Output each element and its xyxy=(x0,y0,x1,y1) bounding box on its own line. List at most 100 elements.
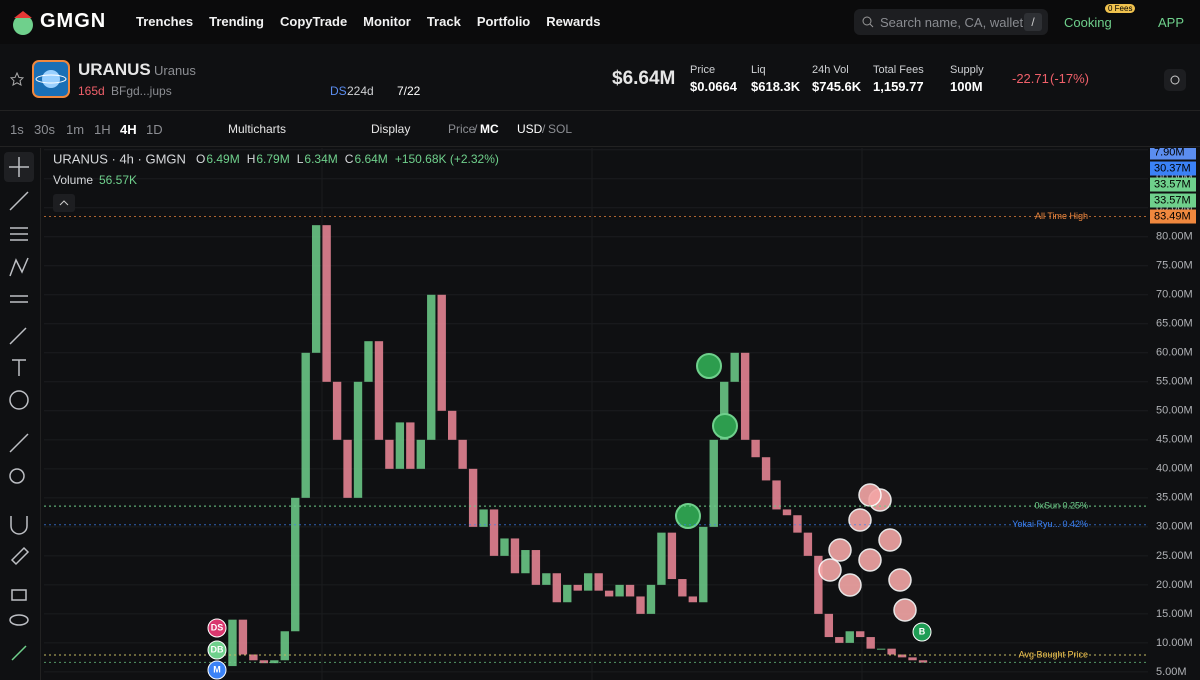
stat-label: Total Fees xyxy=(873,64,924,76)
candle xyxy=(667,532,677,580)
token-symbol: URANUS xyxy=(78,60,151,79)
ohlc-value: 6.64M xyxy=(354,152,387,166)
ohlc-value: 6.79M xyxy=(256,152,289,166)
candle xyxy=(803,532,813,556)
price-tag-label: 33.57M xyxy=(1154,178,1191,190)
candle xyxy=(782,509,792,516)
app-link[interactable]: APP xyxy=(1158,15,1185,30)
price-tag xyxy=(1150,177,1196,192)
collapse-icon xyxy=(59,200,69,206)
nav: Trenches Trending CopyTrade Monitor Track Por… xyxy=(136,14,600,29)
price-toggle[interactable]: Price xyxy=(448,122,476,136)
candle xyxy=(353,381,363,498)
candle xyxy=(594,573,603,591)
y-tick-label: 5.00M xyxy=(1156,666,1187,678)
nav-item[interactable]: Trenches xyxy=(136,14,194,29)
stat-value: 1,159.77 xyxy=(873,79,924,94)
candle xyxy=(468,468,478,527)
stat-label: Supply xyxy=(950,64,984,76)
candle xyxy=(249,654,258,661)
search[interactable]: Search name, CA, wallet / xyxy=(854,9,1048,35)
logo[interactable]: GMGN xyxy=(40,10,107,32)
interval[interactable]: 30s xyxy=(34,122,55,137)
candle xyxy=(751,439,760,458)
interval[interactable]: 1s xyxy=(10,122,24,137)
candle xyxy=(531,550,541,585)
interval[interactable]: 4H xyxy=(120,122,137,137)
nav-item[interactable]: Track xyxy=(426,14,461,29)
trade-bubble xyxy=(893,598,917,622)
sol-toggle[interactable]: SOL xyxy=(548,122,573,136)
search-key: / xyxy=(1024,13,1042,31)
display[interactable]: Display xyxy=(371,122,411,136)
trade-bubble xyxy=(848,508,872,532)
y-tick-label: 15.00M xyxy=(1156,608,1193,620)
token-address[interactable]: BFgd...jups xyxy=(111,84,172,98)
ohlc-key: O xyxy=(196,152,205,166)
candle xyxy=(542,573,551,585)
chart-bg xyxy=(41,148,1200,680)
candle xyxy=(364,341,373,382)
y-tick-label: 80.00M xyxy=(1156,231,1193,243)
stat: Supply 100M xyxy=(950,64,984,94)
nav-item[interactable]: CopyTrade xyxy=(279,14,348,29)
nav-item[interactable]: Trending xyxy=(209,14,264,29)
price-chart[interactable]: 5.00M 10.00M 15.00M 20.00M 25.00M 30.00M 35.00… xyxy=(41,148,1200,680)
stat: Price $0.0664 xyxy=(690,64,737,94)
candle xyxy=(699,526,708,603)
collapse-legend[interactable] xyxy=(53,194,75,212)
candle xyxy=(657,532,666,585)
usd-toggle[interactable]: USD xyxy=(517,122,543,136)
candle xyxy=(688,596,698,603)
trade-marker xyxy=(207,660,227,680)
candle xyxy=(259,660,269,664)
candle xyxy=(793,515,802,533)
candle xyxy=(427,294,436,440)
price-tag xyxy=(1150,148,1196,160)
multicharts[interactable]: Multicharts xyxy=(228,122,287,136)
mc-toggle[interactable]: MC xyxy=(480,122,499,136)
y-tick-label: 75.00M xyxy=(1156,260,1193,272)
candle xyxy=(510,538,520,574)
price-line-note: Avg Bought Price xyxy=(1019,649,1088,659)
candle xyxy=(856,631,865,638)
y-tick-label: 35.00M xyxy=(1156,492,1193,504)
candle xyxy=(479,509,488,527)
ohlc-value: 6.34M xyxy=(304,152,337,166)
token-age: 165d xyxy=(78,84,105,98)
interval[interactable]: 1H xyxy=(94,122,111,137)
candle xyxy=(740,352,750,440)
y-tick-label: 30.00M xyxy=(1156,521,1193,533)
stat: Liq $618.3K xyxy=(751,64,800,94)
logo-icon xyxy=(13,11,33,35)
interval[interactable]: 1D xyxy=(146,122,163,137)
candle xyxy=(374,341,384,440)
candle xyxy=(720,381,729,440)
cooking[interactable]: Cooking xyxy=(1064,15,1112,30)
candle xyxy=(406,422,415,469)
ds-age: 224d xyxy=(347,84,374,98)
chart-toolbar: 1s 30s 1m 1H 4H 1D Multicharts Display Price / MC U… xyxy=(0,110,1200,147)
price-tag xyxy=(1150,161,1196,176)
trade-marker xyxy=(207,618,227,638)
ohlc-key: H xyxy=(247,152,256,166)
nav-item[interactable]: Portfolio xyxy=(476,14,531,29)
y-tick-label: 45.00M xyxy=(1156,434,1193,446)
candle xyxy=(238,619,248,655)
drawing-tools xyxy=(0,148,41,680)
interval[interactable]: 1m xyxy=(66,122,85,137)
candle xyxy=(521,550,530,574)
alert-button[interactable] xyxy=(1163,68,1187,92)
candle xyxy=(437,294,446,411)
nav-item[interactable]: Rewards xyxy=(546,14,601,29)
candle xyxy=(845,631,854,643)
candle xyxy=(332,381,342,440)
price-line-note: Yokai Ryu... 0.42% xyxy=(1012,519,1088,529)
trade-marker-label: DS xyxy=(211,622,224,632)
price-tag xyxy=(1150,209,1196,224)
star[interactable] xyxy=(10,72,24,86)
fees-badge: 0 Fees xyxy=(1105,4,1136,13)
candle xyxy=(615,584,624,597)
nav-item[interactable]: Monitor xyxy=(363,14,411,29)
